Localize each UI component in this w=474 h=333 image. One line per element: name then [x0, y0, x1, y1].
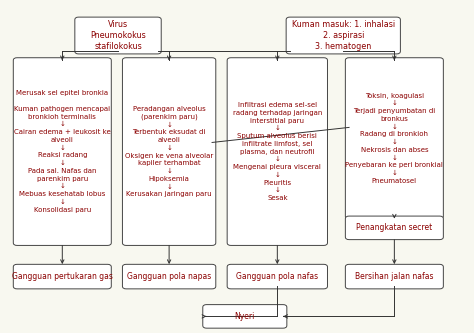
Text: Bersihan jalan nafas: Bersihan jalan nafas — [355, 272, 434, 281]
Text: Kuman masuk: 1. inhalasi
2. aspirasi
3. hematogen: Kuman masuk: 1. inhalasi 2. aspirasi 3. … — [292, 20, 395, 52]
Text: Virus
Pneumokokus
stafilokokus: Virus Pneumokokus stafilokokus — [90, 20, 146, 52]
Text: Gangguan pola nafas: Gangguan pola nafas — [236, 272, 319, 281]
FancyBboxPatch shape — [203, 305, 287, 328]
FancyBboxPatch shape — [75, 17, 161, 54]
FancyBboxPatch shape — [227, 58, 328, 245]
FancyBboxPatch shape — [286, 17, 401, 54]
FancyBboxPatch shape — [346, 216, 443, 240]
FancyBboxPatch shape — [122, 58, 216, 245]
Text: Peradangan alveolus
(parenkim paru)
↓
Terbentuk eksudat di
alveoli
↓
Oksigen ke : Peradangan alveolus (parenkim paru) ↓ Te… — [125, 106, 213, 197]
FancyBboxPatch shape — [227, 264, 328, 289]
Text: Penangkatan secret: Penangkatan secret — [356, 223, 432, 232]
FancyBboxPatch shape — [346, 264, 443, 289]
Text: Nyeri: Nyeri — [235, 312, 255, 321]
Text: Toksin, koagulasi
↓
Terjadi penyumbatan di
bronkus
↓
Radang di bronkioh
↓
Nekros: Toksin, koagulasi ↓ Terjadi penyumbatan … — [346, 93, 443, 184]
FancyBboxPatch shape — [13, 58, 111, 245]
FancyBboxPatch shape — [346, 58, 443, 219]
Text: Gangguan pertukaran gas: Gangguan pertukaran gas — [12, 272, 113, 281]
FancyBboxPatch shape — [122, 264, 216, 289]
Text: Merusak sel epitel bronkia

Kuman pathogen mencapai
bronkioh terminalis
↓
Cairan: Merusak sel epitel bronkia Kuman pathoge… — [14, 91, 110, 213]
FancyBboxPatch shape — [13, 264, 111, 289]
Text: Gangguan pola napas: Gangguan pola napas — [127, 272, 211, 281]
Text: Infiltrasi edema sel-sel
radang terhadap jaringan
interstitial paru
↓
Sputum alv: Infiltrasi edema sel-sel radang terhadap… — [233, 102, 322, 201]
